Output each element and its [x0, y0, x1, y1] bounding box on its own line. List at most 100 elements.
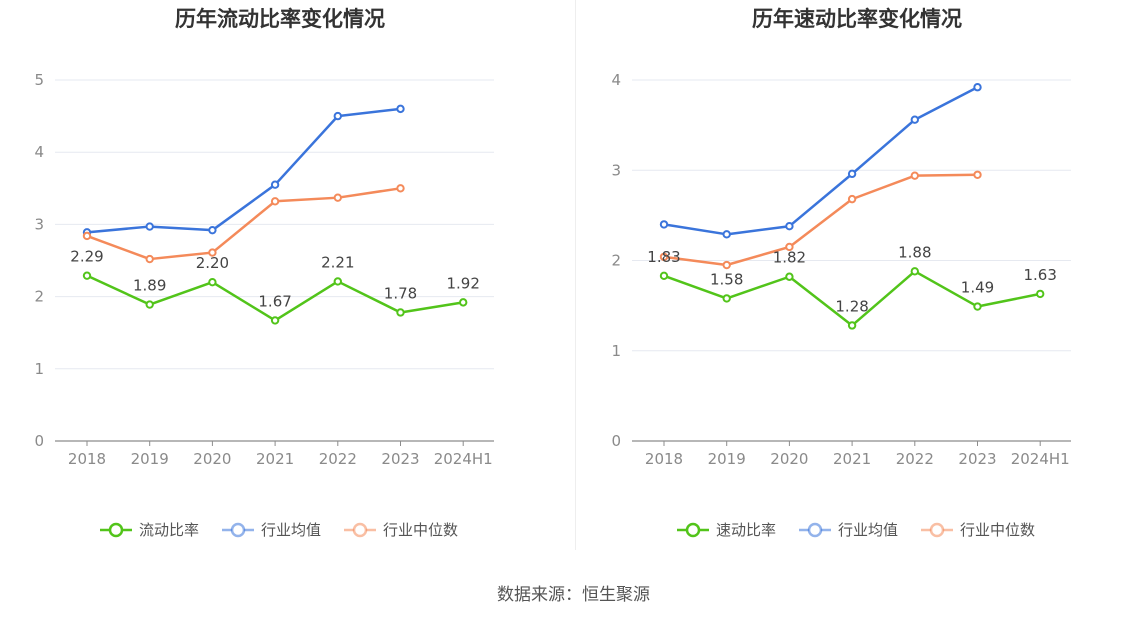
data-point: [208, 225, 217, 235]
legend-item[interactable]: 速动比率: [677, 521, 776, 539]
legend-label: 行业中位数: [960, 521, 1035, 539]
legend-item[interactable]: 流动比率: [100, 521, 199, 539]
data-point: [396, 184, 405, 193]
chart-title: 历年速动比率变化情况: [752, 7, 962, 31]
data-point: [145, 300, 154, 309]
data-label: 2.21: [321, 253, 354, 271]
legend-marker: [108, 522, 124, 538]
data-label: 1.28: [835, 297, 868, 315]
data-point: [847, 321, 857, 330]
legend-marker: [807, 522, 823, 538]
data-label: 1.63: [1023, 266, 1056, 284]
data-label: 2.29: [70, 248, 103, 266]
data-point: [785, 272, 794, 281]
x-tick-label: 2020: [770, 450, 808, 468]
data-point: [333, 193, 342, 202]
y-tick-label: 4: [611, 71, 621, 89]
x-tick-label: 2019: [131, 450, 169, 468]
x-tick-label: 2022: [319, 450, 357, 468]
data-label: 1.78: [384, 284, 417, 302]
data-label: 1.58: [710, 270, 743, 288]
data-point: [847, 194, 857, 204]
data-point: [910, 171, 919, 180]
y-tick-label: 0: [34, 432, 44, 450]
legend-item[interactable]: 行业均值: [222, 521, 321, 539]
data-label: 1.92: [446, 274, 479, 292]
data-point: [973, 170, 982, 179]
y-tick-label: 2: [611, 252, 621, 270]
x-tick-label: 2024H1: [434, 450, 493, 468]
x-tick-label: 2021: [256, 450, 294, 468]
data-label: 1.49: [961, 279, 994, 297]
data-point: [785, 242, 794, 252]
data-point: [270, 180, 280, 189]
data-point: [333, 277, 342, 286]
current-ratio-chart-svg: 历年流动比率变化情况 0 1 2 3 4 5 2018 2019 2020 2021 2022 2023…: [34, 7, 494, 539]
data-label: 1.67: [258, 292, 291, 310]
data-label: 1.88: [898, 243, 931, 261]
legend-marker: [685, 522, 701, 538]
y-tick-label: 3: [611, 161, 621, 179]
data-point: [208, 248, 217, 257]
y-tick-label: 3: [34, 215, 44, 233]
data-source-note: 数据来源：恒生聚源: [497, 585, 650, 605]
data-point: [270, 316, 280, 325]
data-point: [722, 260, 731, 270]
y-tick-label: 4: [34, 143, 44, 161]
data-point: [396, 104, 405, 114]
x-tick-label: 2023: [958, 450, 996, 468]
data-label: 1.89: [133, 277, 166, 295]
chart-divider: [575, 0, 576, 550]
y-tick-label: 2: [34, 288, 44, 306]
x-tick-label: 2019: [708, 450, 746, 468]
data-point: [659, 220, 669, 229]
data-point: [659, 271, 669, 281]
legend-label: 流动比率: [139, 521, 199, 539]
legend-label: 行业均值: [838, 521, 898, 539]
data-point: [270, 197, 280, 206]
x-tick-label: 2020: [193, 450, 231, 468]
series-line: [86, 107, 401, 234]
data-point: [459, 298, 468, 307]
data-point: [722, 230, 731, 239]
data-point: [973, 302, 982, 311]
data-label: 2.20: [196, 254, 229, 272]
legend-label: 速动比率: [716, 521, 776, 539]
legend-item[interactable]: 行业均值: [799, 521, 898, 539]
y-tick-label: 0: [611, 432, 621, 450]
x-tick-label: 2021: [833, 450, 871, 468]
data-label: 1.83: [647, 248, 680, 266]
x-tick-label: 2018: [68, 450, 106, 468]
y-tick-label: 1: [34, 360, 44, 378]
x-tick-label: 2022: [896, 450, 934, 468]
data-point: [973, 83, 982, 92]
data-point: [145, 222, 154, 231]
data-point: [910, 267, 919, 276]
data-point: [396, 308, 405, 317]
legend-marker: [230, 522, 246, 538]
legend-item[interactable]: 行业中位数: [344, 521, 458, 539]
data-point: [785, 222, 794, 231]
data-point: [145, 254, 154, 264]
legend-marker: [352, 522, 368, 538]
x-tick-label: 2018: [645, 450, 683, 468]
legend-label: 行业中位数: [383, 521, 458, 539]
data-point: [659, 252, 669, 262]
series-line: [663, 173, 978, 267]
y-tick-label: 1: [611, 342, 621, 360]
series-line: [663, 86, 979, 236]
legend-item[interactable]: 行业中位数: [921, 521, 1035, 539]
legend-marker: [929, 522, 945, 538]
data-point: [1036, 289, 1045, 299]
x-tick-label: 2023: [381, 450, 419, 468]
data-point: [208, 277, 217, 287]
series-line: [86, 187, 401, 261]
current-ratio-chart: 历年流动比率变化情况 0 1 2 3 4 5 2018 2019 2020 2021 2022 2023…: [0, 0, 573, 550]
chart-title: 历年流动比率变化情况: [175, 7, 385, 31]
data-point: [82, 231, 92, 241]
data-point: [82, 271, 92, 280]
data-point: [722, 294, 731, 303]
x-tick-label: 2024H1: [1011, 450, 1070, 468]
data-point: [333, 111, 342, 121]
legend-label: 行业均值: [261, 521, 321, 539]
